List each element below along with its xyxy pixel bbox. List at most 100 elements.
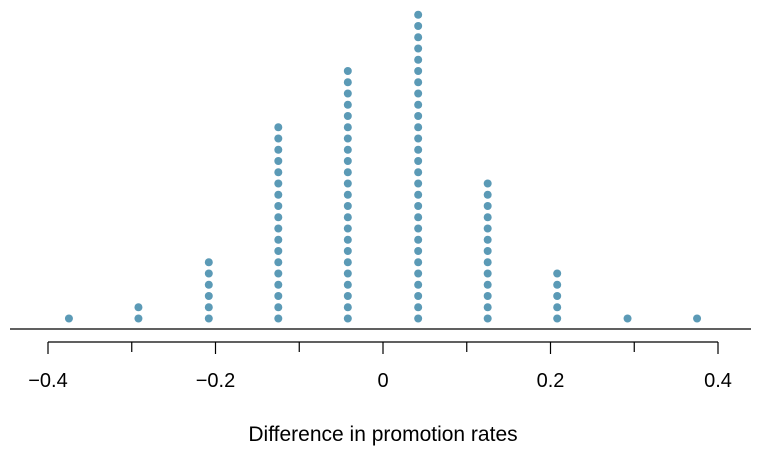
data-dot [414, 33, 423, 42]
data-dot [274, 202, 283, 210]
data-dot [414, 235, 423, 244]
data-dot [274, 179, 283, 188]
x-axis-ticks: −0.4 −0.2 0 0.2 0.4 [28, 342, 732, 392]
data-dot [414, 123, 423, 132]
data-dot [414, 10, 423, 19]
data-dot [414, 269, 423, 278]
data-dot [414, 213, 423, 222]
data-dot [343, 213, 352, 222]
data-dot [414, 145, 423, 154]
data-dot [483, 213, 492, 222]
data-dot [134, 303, 143, 312]
data-dot [483, 280, 492, 289]
data-dot [483, 269, 492, 278]
data-dot [414, 78, 423, 87]
data-dot [274, 258, 283, 267]
data-dot [274, 134, 283, 143]
data-dot [414, 247, 423, 255]
data-dot [623, 314, 632, 323]
data-dot [414, 112, 423, 120]
data-dot [204, 269, 213, 278]
data-dot [274, 224, 283, 233]
data-dot [414, 22, 423, 30]
data-dot [343, 179, 352, 188]
data-dot [343, 145, 352, 154]
data-dot [483, 247, 492, 255]
data-dot [343, 100, 352, 109]
data-dot [64, 314, 73, 323]
data-dot [414, 202, 423, 210]
data-dot [274, 235, 283, 244]
data-dot [483, 258, 492, 267]
data-dot [343, 123, 352, 132]
data-dot [553, 280, 562, 289]
data-dot [343, 235, 352, 244]
data-dot [553, 292, 562, 300]
data-dot [343, 134, 352, 143]
data-dot [343, 292, 352, 300]
data-dot [274, 168, 283, 177]
data-dot [134, 314, 143, 323]
data-dot [483, 224, 492, 233]
data-dot [414, 168, 423, 177]
data-dot [414, 44, 423, 53]
data-dot [553, 303, 562, 312]
data-dot [414, 292, 423, 300]
data-dot [274, 145, 283, 154]
data-dot [414, 134, 423, 143]
data-dot [274, 280, 283, 289]
data-dot [483, 202, 492, 210]
data-dot [414, 100, 423, 109]
x-axis-title: Difference in promotion rates [248, 423, 517, 446]
data-dot [414, 303, 423, 312]
data-dot [343, 112, 352, 120]
x-tick-label: 0.2 [537, 370, 565, 392]
data-dot [414, 258, 423, 267]
data-dot [274, 190, 283, 199]
data-dot [274, 157, 283, 165]
data-dot [414, 55, 423, 64]
data-dot [483, 235, 492, 244]
data-dot [204, 303, 213, 312]
data-dot [204, 292, 213, 300]
data-dot [414, 67, 423, 75]
data-dot [343, 202, 352, 210]
data-dot [414, 157, 423, 165]
data-dot [343, 190, 352, 199]
data-dot [274, 292, 283, 300]
x-tick-label: −0.2 [196, 370, 235, 392]
data-dot [274, 247, 283, 255]
data-dot [414, 280, 423, 289]
data-dot [343, 89, 352, 98]
data-dot [204, 314, 213, 323]
data-dot [204, 258, 213, 267]
data-dot [553, 314, 562, 323]
data-dot [414, 89, 423, 98]
x-tick-label: −0.4 [28, 370, 67, 392]
data-dot [483, 292, 492, 300]
data-dot [553, 269, 562, 278]
data-dot [343, 280, 352, 289]
data-dot [204, 280, 213, 289]
data-dot [274, 123, 283, 132]
data-dot [274, 269, 283, 278]
data-dot [274, 213, 283, 222]
data-dot [483, 179, 492, 188]
data-dot [343, 269, 352, 278]
x-tick-label: 0 [377, 370, 388, 392]
data-dot [343, 67, 352, 75]
x-axis: −0.4 −0.2 0 0.2 0.4 [28, 341, 732, 392]
data-dot [483, 303, 492, 312]
data-dot [343, 78, 352, 87]
data-dot [414, 314, 423, 323]
data-dot [274, 303, 283, 312]
data-dot [414, 190, 423, 199]
data-dot [343, 157, 352, 165]
data-dot [343, 168, 352, 177]
data-dot [343, 247, 352, 255]
data-dot [274, 314, 283, 323]
x-tick-label: 0.4 [704, 370, 732, 392]
data-dot [483, 190, 492, 199]
data-dot [343, 303, 352, 312]
